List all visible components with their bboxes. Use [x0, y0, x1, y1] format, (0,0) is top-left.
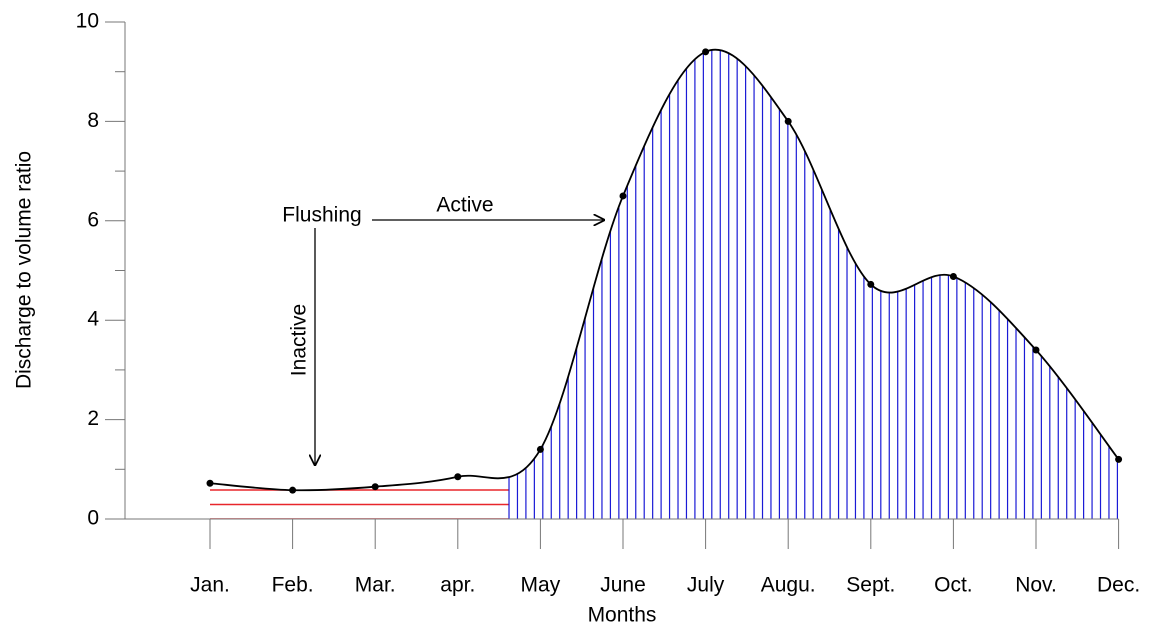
y-tick-label: 4	[87, 308, 99, 331]
x-tick-label: Dec.	[1097, 574, 1140, 597]
x-tick-label: June	[600, 574, 646, 597]
point	[1115, 455, 1123, 463]
x-tick-label: Nov.	[1015, 574, 1057, 597]
y-tick-label: 6	[87, 208, 99, 231]
x-tick-label: July	[687, 574, 725, 597]
x-tick-label: Oct.	[934, 574, 973, 597]
point	[867, 280, 875, 288]
y-axis-label: Discharge to volume ratio	[13, 151, 36, 389]
annotation: Flushing	[282, 204, 361, 227]
x-tick-label: May	[521, 574, 561, 597]
point	[619, 192, 627, 200]
point	[289, 486, 297, 494]
x-tick-label: Mar.	[355, 574, 396, 597]
y-tick-label: 10	[76, 10, 99, 33]
x-axis-label: Months	[588, 604, 657, 627]
point	[784, 117, 792, 125]
point	[536, 445, 544, 453]
y-tick-label: 0	[87, 507, 99, 530]
point	[454, 473, 462, 481]
x-tick-label: Augu.	[761, 574, 816, 597]
annotation: Active	[436, 194, 493, 217]
x-tick-label: Jan.	[190, 574, 230, 597]
point	[702, 48, 710, 56]
point	[371, 483, 379, 491]
point	[1032, 346, 1040, 354]
annotation: Inactive	[288, 304, 311, 376]
y-tick-label: 8	[87, 109, 99, 132]
hatching	[210, 49, 1119, 519]
point	[949, 272, 957, 280]
x-tick-label: Sept.	[846, 574, 895, 597]
y-tick-label: 2	[87, 407, 99, 430]
point	[206, 479, 214, 487]
x-tick-label: apr.	[440, 574, 475, 597]
x-tick-label: Feb.	[272, 574, 314, 597]
